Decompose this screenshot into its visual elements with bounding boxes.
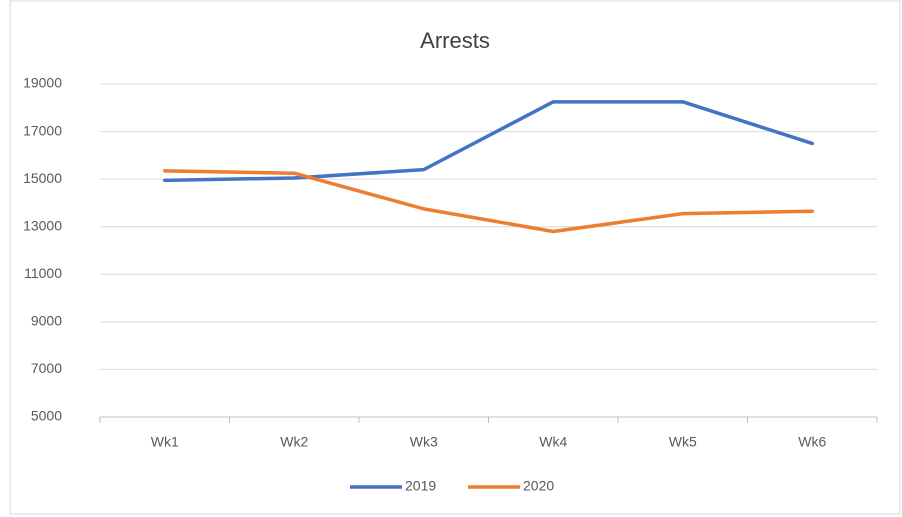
legend-label: 2019 (405, 478, 436, 494)
y-tick-label: 9000 (31, 313, 62, 329)
y-tick-label: 5000 (31, 408, 62, 424)
x-tick-label: Wk3 (410, 434, 438, 450)
x-tick-label: Wk2 (280, 434, 308, 450)
y-tick-label: 11000 (24, 265, 62, 281)
x-tick-label: Wk5 (669, 434, 697, 450)
chart-title: Arrests (420, 28, 490, 53)
legend-label: 2020 (523, 478, 554, 494)
x-tick-label: Wk1 (151, 434, 179, 450)
x-tick-label: Wk6 (798, 434, 826, 450)
y-tick-label: 13000 (23, 217, 62, 233)
series-line (163, 100, 814, 183)
y-tick-label: 19000 (23, 75, 62, 91)
y-tick-label: 7000 (31, 360, 62, 376)
series-line (163, 169, 814, 234)
y-tick-label: 17000 (23, 122, 62, 138)
y-tick-label: 15000 (23, 170, 62, 186)
chart-frame (9, 0, 901, 515)
x-tick-label: Wk4 (539, 434, 567, 450)
